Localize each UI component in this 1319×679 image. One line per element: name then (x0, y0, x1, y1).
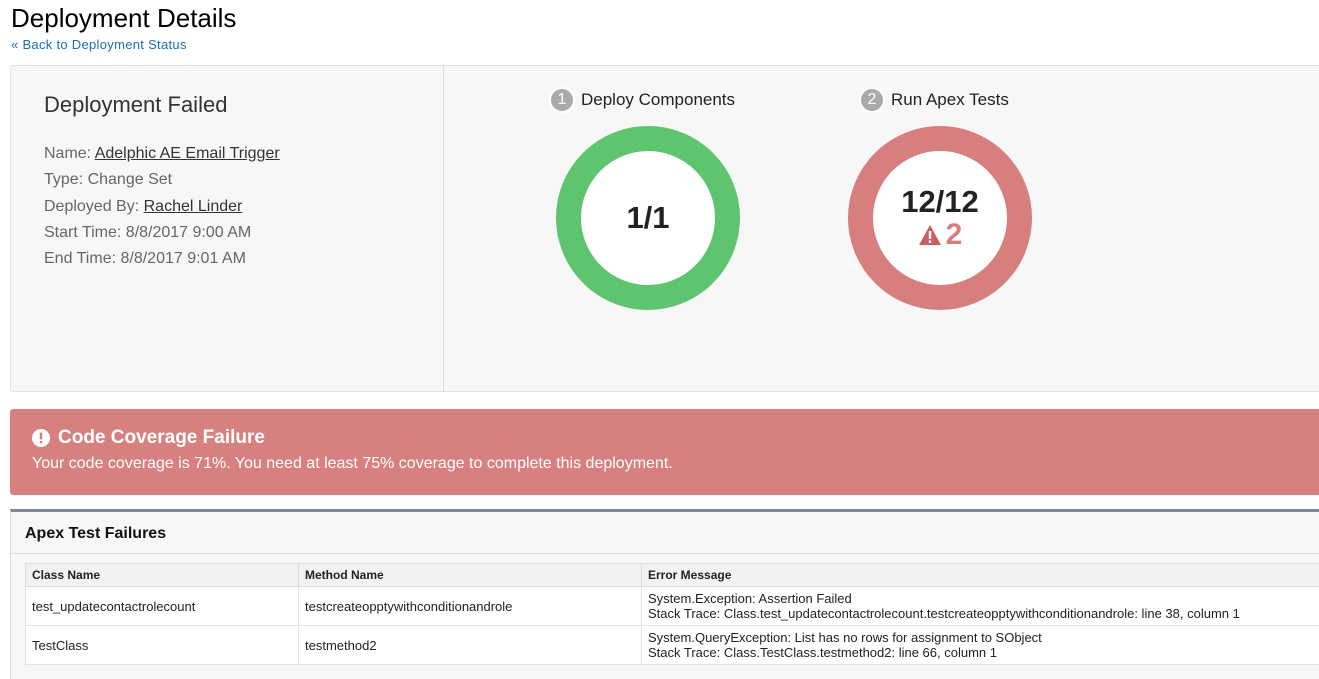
tests-count: 12/12 (901, 184, 979, 220)
code-coverage-failure-banner: Code Coverage Failure Your code coverage… (10, 409, 1319, 495)
error-message-cell: System.QueryException: List has no rows … (642, 626, 1319, 665)
column-header-method-name[interactable]: Method Name (299, 564, 642, 587)
start-time: Start Time: 8/8/2017 9:00 AM (44, 224, 251, 242)
panel-divider (443, 65, 444, 392)
banner-title: Code Coverage Failure (58, 427, 265, 449)
name-row: Name: Adelphic AE Email Trigger (44, 145, 280, 163)
step-number-badge: 2 (859, 87, 885, 113)
section-title: Apex Test Failures (25, 525, 166, 543)
end-time: End Time: 8/8/2017 9:01 AM (44, 250, 246, 268)
step-label: Run Apex Tests (891, 90, 1009, 110)
deployed-by-label: Deployed By: (44, 198, 139, 215)
banner-heading: Code Coverage Failure (32, 427, 265, 449)
warning-icon (918, 224, 942, 246)
step-deploy-components: 1 Deploy Components (549, 87, 735, 113)
banner-message: Your code coverage is 71%. You need at l… (32, 455, 673, 473)
test-failures-count: 2 (918, 218, 963, 252)
class-name-cell: test_updatecontactrolecount (26, 587, 299, 626)
error-text: System.Exception: Assertion Failed (648, 591, 1318, 606)
deployed-by-row: Deployed By: Rachel Linder (44, 198, 242, 216)
type-row: Type: Change Set (44, 171, 172, 189)
deployed-by-user-link[interactable]: Rachel Linder (144, 198, 243, 215)
error-icon (32, 429, 50, 447)
warning-count: 2 (946, 218, 963, 252)
back-to-deployment-status-link[interactable]: « Back to Deployment Status (11, 37, 187, 52)
table-row: test_updatecontactrolecount testcreateop… (26, 587, 1319, 626)
step-run-apex-tests: 2 Run Apex Tests (859, 87, 1009, 113)
change-set-name-link[interactable]: Adelphic AE Email Trigger (95, 145, 280, 162)
column-header-error-message[interactable]: Error Message (642, 564, 1319, 587)
table-header-row: Class Name Method Name Error Message (26, 564, 1319, 587)
page-title: Deployment Details (11, 3, 236, 34)
name-label: Name: (44, 145, 91, 162)
class-name-cell: TestClass (26, 626, 299, 665)
method-name-cell: testcreateopptywithconditionandrole (299, 587, 642, 626)
step-label: Deploy Components (581, 90, 735, 110)
table-row: TestClass testmethod2 System.QueryExcept… (26, 626, 1319, 665)
stack-trace-text: Stack Trace: Class.TestClass.testmethod2… (648, 645, 1318, 660)
error-text: System.QueryException: List has no rows … (648, 630, 1318, 645)
column-header-class-name[interactable]: Class Name (26, 564, 299, 587)
test-failures-table: Class Name Method Name Error Message tes… (25, 563, 1319, 665)
step-number-badge: 1 (549, 87, 575, 113)
deploy-components-progress-ring: 1/1 (556, 126, 740, 310)
apex-tests-progress-ring: 12/12 2 (848, 126, 1032, 310)
section-divider (11, 553, 1319, 554)
method-name-cell: testmethod2 (299, 626, 642, 665)
components-count: 1/1 (626, 200, 669, 236)
stack-trace-text: Stack Trace: Class.test_updatecontactrol… (648, 606, 1318, 621)
deployment-status-heading: Deployment Failed (44, 92, 227, 118)
